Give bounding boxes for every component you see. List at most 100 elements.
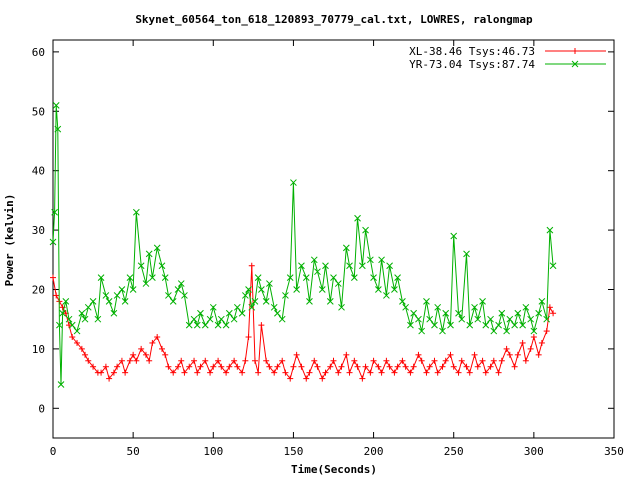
data-point bbox=[362, 363, 369, 370]
data-point bbox=[367, 369, 374, 376]
data-point bbox=[402, 363, 409, 370]
data-point bbox=[258, 286, 265, 293]
data-point bbox=[535, 351, 542, 358]
data-point bbox=[65, 315, 73, 323]
data-point bbox=[248, 262, 255, 269]
data-point bbox=[266, 363, 273, 370]
data-point bbox=[434, 303, 442, 311]
data-point bbox=[342, 244, 350, 252]
data-point bbox=[487, 315, 494, 323]
data-point bbox=[527, 345, 534, 352]
data-point bbox=[450, 232, 458, 240]
data-point bbox=[298, 363, 305, 370]
data-point bbox=[51, 208, 58, 216]
data-point bbox=[466, 369, 473, 376]
data-point bbox=[479, 357, 486, 364]
series-1-line bbox=[52, 265, 554, 381]
data-point bbox=[311, 357, 318, 364]
data-point bbox=[346, 369, 353, 376]
y-axis-ticks: 0 10 20 30 40 50 60 bbox=[32, 46, 614, 415]
data-point bbox=[511, 321, 518, 329]
data-point bbox=[498, 309, 506, 317]
data-point bbox=[248, 303, 256, 311]
y-tick-label: 20 bbox=[32, 283, 45, 296]
x-tick-label: 100 bbox=[203, 445, 223, 458]
data-point bbox=[102, 363, 109, 370]
data-point bbox=[306, 298, 313, 305]
data-point bbox=[145, 250, 153, 258]
data-point bbox=[399, 357, 406, 364]
x-tick-label: 300 bbox=[524, 445, 544, 458]
data-point bbox=[158, 262, 166, 270]
data-point bbox=[362, 226, 369, 234]
data-point bbox=[415, 315, 422, 323]
y-axis-label: Power (kelvin) bbox=[3, 194, 16, 287]
data-point bbox=[133, 357, 140, 364]
data-point bbox=[298, 262, 305, 270]
data-point bbox=[239, 369, 246, 376]
data-point bbox=[129, 286, 137, 293]
data-point bbox=[383, 292, 390, 299]
data-point bbox=[471, 351, 478, 358]
data-point bbox=[479, 298, 486, 305]
data-point bbox=[310, 256, 318, 264]
data-point bbox=[251, 357, 258, 364]
data-point bbox=[85, 357, 92, 364]
data-point bbox=[118, 357, 125, 364]
data-point bbox=[431, 357, 438, 364]
data-point bbox=[110, 309, 118, 317]
data-point bbox=[122, 369, 129, 376]
data-point bbox=[118, 286, 126, 293]
data-point bbox=[506, 351, 513, 358]
data-point bbox=[254, 274, 262, 281]
data-point bbox=[303, 375, 310, 382]
data-point bbox=[138, 345, 145, 352]
data-point bbox=[234, 363, 241, 370]
data-point bbox=[546, 304, 553, 311]
data-point bbox=[165, 363, 172, 370]
data-point bbox=[359, 375, 366, 382]
data-point bbox=[503, 345, 510, 352]
data-point bbox=[514, 309, 522, 317]
data-point bbox=[538, 298, 546, 305]
data-point bbox=[149, 339, 156, 346]
y-tick-label: 10 bbox=[32, 343, 45, 356]
data-point bbox=[78, 345, 85, 352]
x-tick-label: 150 bbox=[283, 445, 303, 458]
data-point bbox=[274, 309, 281, 317]
data-point bbox=[418, 327, 426, 335]
data-point bbox=[463, 363, 470, 370]
data-point bbox=[450, 363, 457, 370]
data-point bbox=[322, 262, 329, 270]
data-point bbox=[326, 298, 334, 305]
data-point bbox=[495, 321, 502, 329]
data-point bbox=[370, 357, 377, 364]
data-point bbox=[423, 369, 430, 376]
data-point bbox=[399, 298, 406, 305]
data-point bbox=[206, 315, 214, 323]
series-2 bbox=[49, 101, 557, 388]
y-tick-label: 0 bbox=[38, 402, 45, 415]
data-point bbox=[447, 321, 454, 329]
data-point bbox=[98, 369, 105, 376]
data-point bbox=[50, 274, 56, 281]
data-point bbox=[474, 315, 482, 323]
data-point bbox=[274, 363, 281, 370]
data-point bbox=[245, 286, 252, 293]
data-point bbox=[378, 369, 385, 376]
data-point bbox=[434, 369, 441, 376]
data-point bbox=[282, 292, 289, 299]
data-point bbox=[314, 268, 321, 276]
data-point bbox=[426, 315, 434, 323]
data-point bbox=[241, 292, 249, 299]
data-point bbox=[351, 357, 358, 364]
data-point bbox=[375, 286, 382, 293]
data-point bbox=[306, 369, 313, 376]
data-point bbox=[170, 369, 177, 376]
data-point bbox=[522, 357, 529, 364]
data-point bbox=[519, 339, 526, 346]
data-point bbox=[245, 334, 252, 341]
data-point bbox=[279, 357, 286, 364]
data-point bbox=[410, 363, 417, 370]
